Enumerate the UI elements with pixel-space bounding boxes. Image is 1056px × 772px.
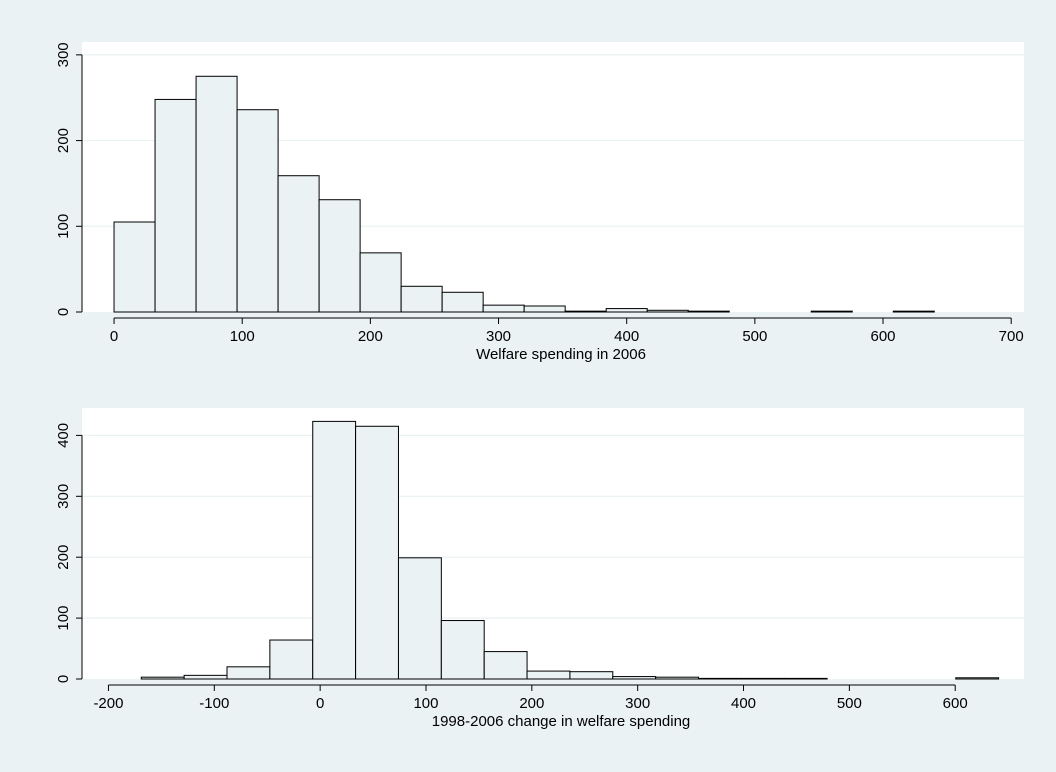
y-tick-label: 100	[55, 214, 72, 239]
histogram-bar	[154, 98, 197, 313]
histogram-bar	[113, 221, 156, 313]
histogram-bar	[441, 291, 484, 313]
histogram-bar	[140, 676, 185, 680]
histogram-bar	[236, 109, 279, 313]
x-tick-label: 200	[519, 695, 544, 712]
histogram-bar	[277, 175, 320, 313]
histogram-bar	[569, 671, 614, 680]
histogram-bar	[483, 651, 528, 680]
histogram-bar	[564, 310, 607, 313]
histogram-bar	[397, 557, 442, 680]
x-tick-label: 200	[358, 328, 383, 345]
x-tick-label: 300	[625, 695, 650, 712]
x-tick-label: 0	[316, 695, 324, 712]
x-axis-title: Welfare spending in 2006	[476, 346, 646, 363]
y-tick-label: 400	[55, 423, 72, 448]
histogram-bar	[355, 425, 399, 680]
histogram-bar	[892, 310, 935, 313]
x-tick-label: 0	[110, 328, 118, 345]
histogram-bar	[440, 620, 485, 680]
histogram-bar	[269, 639, 314, 680]
histogram-bar	[226, 666, 271, 680]
y-tick-label: 200	[55, 128, 72, 153]
x-tick-label: 400	[614, 328, 639, 345]
y-tick-label: 300	[55, 42, 72, 67]
histogram-bar	[655, 676, 700, 680]
x-tick-label: 300	[486, 328, 511, 345]
histogram-bar	[687, 310, 730, 313]
histogram-bar	[698, 677, 742, 680]
x-tick-label: 600	[943, 695, 968, 712]
histogram-bar	[318, 199, 361, 313]
x-tick-label: -100	[199, 695, 229, 712]
x-tick-label: 700	[999, 328, 1024, 345]
histogram-bar	[359, 252, 402, 313]
histogram-bar	[955, 677, 1000, 680]
x-tick-label: 400	[731, 695, 756, 712]
histogram-bar	[605, 308, 648, 313]
x-tick-label: -200	[93, 695, 123, 712]
histogram-bar	[195, 75, 238, 313]
y-tick-label: 300	[55, 484, 72, 509]
histogram-bar	[183, 674, 228, 680]
histogram-bar	[526, 670, 571, 680]
histogram-bar	[740, 677, 785, 680]
histogram-bar	[612, 676, 657, 680]
y-tick-label: 0	[55, 675, 72, 683]
y-tick-label: 0	[55, 308, 72, 316]
plot-area	[82, 408, 1024, 679]
y-tick-label: 100	[55, 606, 72, 631]
x-tick-label: 600	[871, 328, 896, 345]
histogram-welfare-2006: 0 100 200 300 0 100 200 300 400 500 600 700 Welfare …	[55, 42, 1024, 363]
histogram-welfare-change: 0 100 200 300 400 -200 -100 0 100 200 300 400 500 600…	[55, 408, 1024, 730]
histogram-bar	[523, 305, 566, 313]
x-axis-title: 1998-2006 change in welfare spending	[432, 713, 691, 730]
histogram-bar	[400, 285, 443, 313]
y-tick-label: 200	[55, 545, 72, 570]
histogram-bar	[810, 310, 853, 313]
x-tick-label: 500	[837, 695, 862, 712]
histogram-bar	[482, 304, 525, 313]
histogram-bar	[783, 677, 828, 680]
x-tick-label: 500	[742, 328, 767, 345]
histogram-bar	[646, 309, 689, 313]
histogram-bar	[312, 420, 357, 680]
x-tick-label: 100	[413, 695, 438, 712]
x-tick-label: 100	[230, 328, 255, 345]
